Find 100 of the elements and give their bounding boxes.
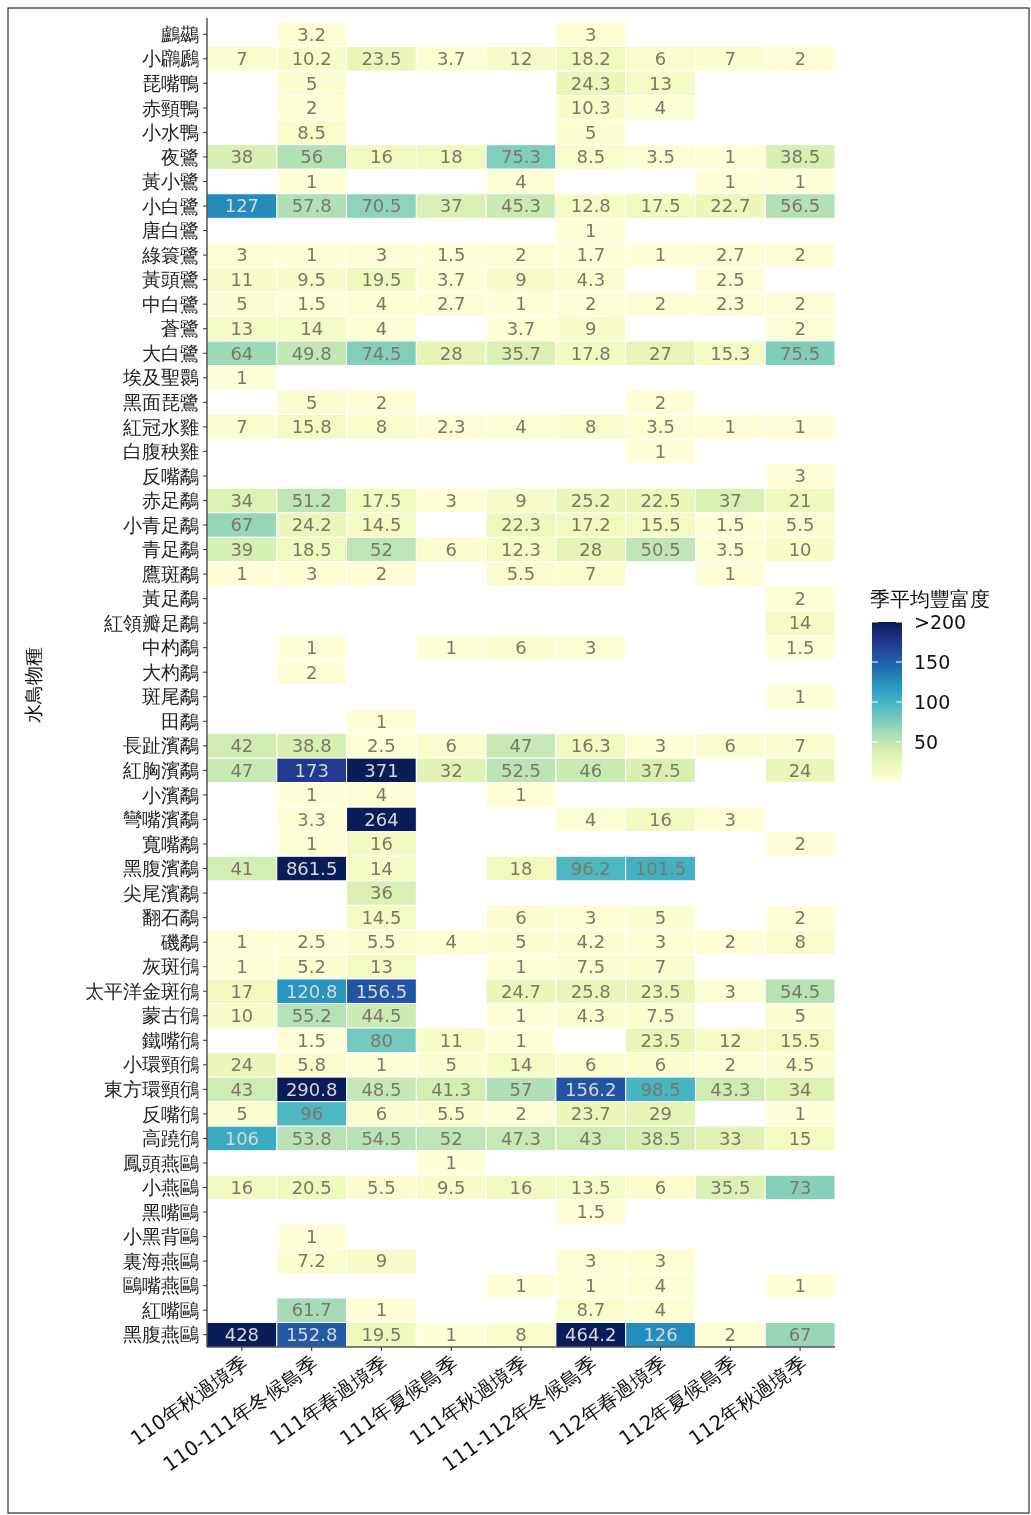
- data-label: 9.5: [436, 1176, 466, 1198]
- data-label: 22.7: [710, 195, 751, 217]
- data-label: 4: [375, 293, 388, 315]
- data-label: 2.5: [367, 735, 396, 757]
- y-tick-label: 寬嘴鷸: [142, 832, 199, 855]
- y-tick-label: 黑面琵鷺: [123, 390, 199, 413]
- data-label: 13: [369, 955, 393, 977]
- data-label: 6: [515, 636, 527, 658]
- y-tick-label: 灰斑鴴: [142, 955, 199, 978]
- data-label: 7: [794, 735, 806, 757]
- data-label: 16: [230, 1176, 254, 1198]
- data-label: 4.5: [785, 1054, 815, 1076]
- data-label: 23.5: [640, 1029, 681, 1051]
- y-tick-label: 小青足鷸: [123, 513, 199, 536]
- data-label: 3.7: [436, 268, 466, 290]
- data-label: 6: [375, 1103, 388, 1125]
- data-label: 67: [788, 1324, 812, 1346]
- y-tick-label: 田鷸: [161, 709, 199, 732]
- data-label: 5: [585, 121, 597, 143]
- data-label: 1.5: [297, 293, 326, 315]
- data-label: 8.7: [576, 1299, 606, 1321]
- data-label: 7: [236, 48, 248, 70]
- data-label: 22.3: [500, 514, 542, 536]
- data-label: 19.5: [361, 268, 402, 290]
- data-label: 101.5: [634, 857, 687, 879]
- data-label: 1: [305, 833, 318, 855]
- data-label: 28: [579, 538, 603, 560]
- data-label: 3.7: [436, 48, 466, 70]
- data-label: 12.8: [570, 195, 611, 217]
- data-label: 3: [585, 23, 597, 45]
- data-label: 3: [585, 636, 597, 658]
- y-tick-label: 小燕鷗: [142, 1176, 199, 1199]
- data-label: 9: [515, 268, 527, 290]
- data-label: 8.5: [297, 121, 326, 143]
- data-label: 1: [375, 710, 388, 732]
- data-label: 7.5: [646, 1005, 675, 1027]
- data-label: 3: [654, 931, 667, 953]
- data-label: 42: [230, 735, 254, 757]
- data-label: 24: [230, 1054, 254, 1076]
- data-label: 16: [369, 833, 393, 855]
- data-label: 41: [230, 857, 254, 879]
- data-label: 47: [230, 759, 254, 781]
- data-label: 9: [585, 318, 597, 340]
- y-tick-label: 大白鷺: [142, 341, 199, 364]
- data-label: 7.5: [576, 955, 606, 977]
- data-label: 5.5: [436, 1103, 466, 1125]
- data-label: 10: [788, 538, 812, 560]
- data-label: 14.5: [361, 906, 402, 928]
- y-tick-label: 小鸊鷉: [142, 47, 199, 70]
- data-label: 3: [585, 1250, 597, 1272]
- data-label: 861.5: [285, 857, 338, 879]
- data-label: 1: [305, 636, 318, 658]
- data-label: 55.2: [291, 1005, 332, 1027]
- data-label: 1: [236, 931, 248, 953]
- data-label: 4.3: [576, 1005, 606, 1027]
- data-label: 1: [375, 1054, 388, 1076]
- data-label: 10.3: [570, 97, 611, 119]
- data-label: 1.7: [576, 244, 606, 266]
- data-label: 16: [649, 808, 673, 830]
- data-label: 57: [509, 1078, 533, 1100]
- y-tick-label: 斑尾鷸: [142, 685, 199, 708]
- data-label: 47: [509, 735, 533, 757]
- data-label: 1: [794, 1274, 806, 1296]
- data-label: 2: [794, 587, 806, 609]
- data-label: 75.5: [780, 342, 821, 364]
- data-label: 70.5: [361, 195, 402, 217]
- data-label: 156.5: [355, 980, 408, 1002]
- y-tick-label: 鷗嘴燕鷗: [123, 1274, 199, 1297]
- data-label: 14: [788, 612, 812, 634]
- data-label: 2.3: [716, 293, 745, 315]
- data-label: 1: [445, 1324, 457, 1346]
- data-label: 1: [794, 1103, 806, 1125]
- data-label: 96.2: [570, 857, 611, 879]
- data-label: 5: [794, 1005, 806, 1027]
- data-label: 75.3: [500, 146, 542, 168]
- y-tick-label: 黃頭鷺: [142, 268, 199, 291]
- data-label: 7: [654, 955, 667, 977]
- data-label: 12: [718, 1029, 742, 1051]
- data-label: 73: [788, 1176, 812, 1198]
- data-label: 2: [724, 1054, 737, 1076]
- y-tick-label: 夜鷺: [161, 145, 199, 168]
- y-tick-label: 大杓鷸: [142, 660, 199, 683]
- data-label: 11: [230, 268, 254, 290]
- data-label: 5: [654, 906, 667, 928]
- y-tick-label: 蒼鷺: [161, 317, 199, 340]
- data-label: 2.5: [297, 931, 326, 953]
- y-tick-label: 赤頸鴨: [142, 96, 199, 119]
- data-label: 1: [375, 1299, 388, 1321]
- data-label: 80: [369, 1029, 393, 1051]
- data-label: 6: [515, 906, 527, 928]
- data-label: 5.8: [297, 1054, 326, 1076]
- data-label: 17.5: [361, 489, 402, 511]
- data-label: 1: [236, 563, 248, 585]
- y-tick-label: 白腹秧雞: [123, 440, 199, 463]
- y-tick-label: 黑嘴鷗: [142, 1200, 199, 1223]
- data-label: 17.8: [570, 342, 611, 364]
- data-label: 5: [236, 1103, 248, 1125]
- y-tick-label: 蒙古鴴: [142, 1004, 199, 1027]
- data-label: 2: [724, 931, 737, 953]
- data-label: 23.7: [570, 1103, 611, 1125]
